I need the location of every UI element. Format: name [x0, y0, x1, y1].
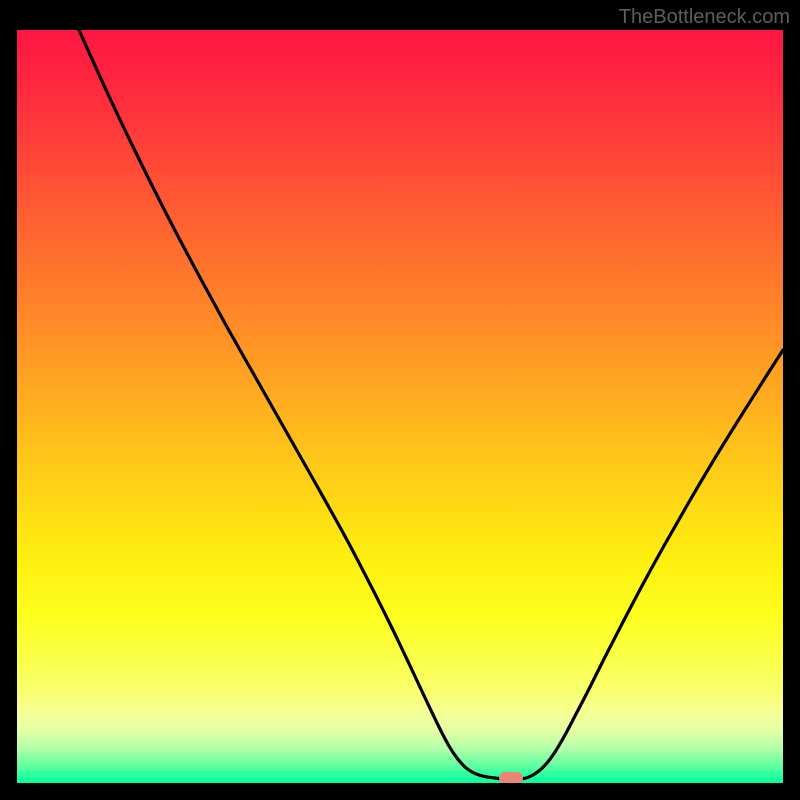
plot-area [17, 30, 783, 783]
attribution-label: TheBottleneck.com [619, 6, 790, 29]
chart-frame: TheBottleneck.com [0, 0, 800, 800]
bottleneck-curve [17, 30, 783, 783]
curve-path [79, 30, 783, 779]
optimum-marker [499, 772, 523, 783]
